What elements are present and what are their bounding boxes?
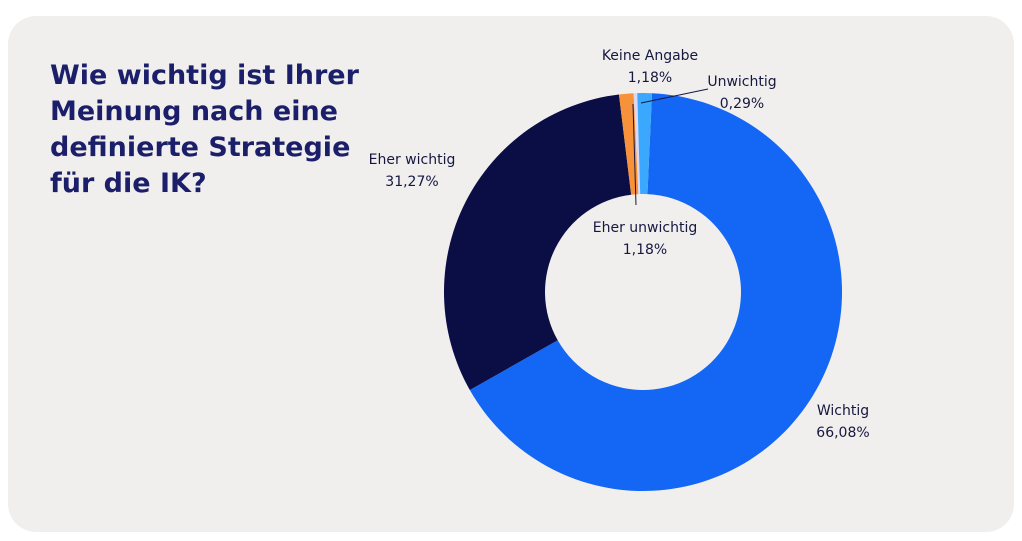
donut-slice: [637, 93, 653, 195]
slice-label: Keine Angabe: [602, 48, 698, 64]
slice-label: Unwichtig: [707, 74, 776, 90]
leader-line: [632, 103, 637, 206]
slice-value-label: 1,18%: [628, 70, 672, 86]
slice-label: Eher wichtig: [369, 152, 456, 168]
donut-slice: [633, 93, 641, 195]
slice-label: Wichtig: [817, 403, 869, 419]
donut-slice: [469, 93, 842, 491]
slice-value-label: 66,08%: [816, 425, 869, 441]
leader-line: [640, 88, 709, 104]
slice-label: Eher unwichtig: [593, 220, 697, 236]
slice-value-label: 31,27%: [385, 174, 438, 190]
chart-title: Wie wichtig ist Ihrer Meinung nach eine …: [50, 60, 359, 199]
donut-slice: [444, 94, 632, 391]
slice-value-label: 0,29%: [720, 96, 764, 112]
slice-value-label: 1,18%: [623, 242, 667, 258]
